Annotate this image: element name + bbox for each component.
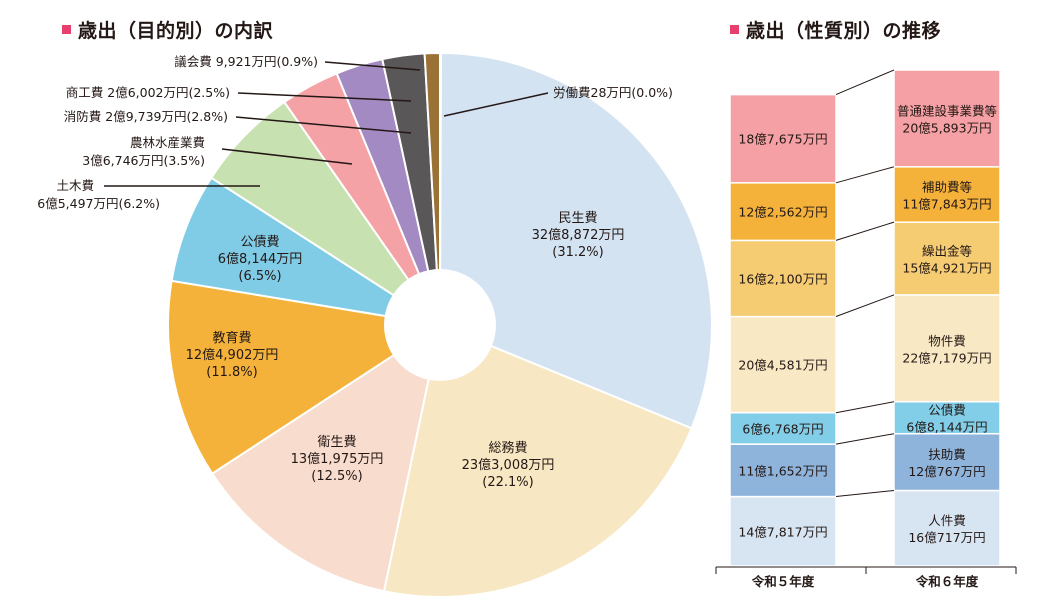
title-marker-icon — [62, 24, 71, 34]
stacked-value-label-1-3: 22億7,179万円 — [902, 350, 991, 365]
stacked-bar-segment-0-5 — [729, 182, 837, 242]
pie-chart-title-text: 歳出（目的別）の内訳 — [78, 19, 274, 42]
stacked-series-name-0: 人件費 — [928, 513, 966, 528]
stacked-bar-segment-1-0 — [893, 489, 1001, 567]
pie-label-percent-1: (22.1%) — [482, 475, 533, 490]
connector-line-1 — [835, 433, 895, 445]
pie-label-percent-3: (11.8%) — [206, 365, 257, 380]
leader-line-6 — [221, 148, 353, 165]
pie-slice-2 — [210, 322, 442, 593]
pie-slice-1 — [382, 323, 693, 599]
pie-outside-label-5: 土木費 — [56, 178, 94, 193]
pie-label-amount-3: 12億4,902万円 — [186, 347, 279, 363]
leader-line-10 — [443, 92, 549, 117]
pie-outside-label-6: 農林水産業費 — [130, 135, 205, 150]
stacked-series-name-2: 公債費 — [928, 403, 966, 418]
stacked-bar-segment-1-2 — [893, 400, 1001, 435]
stacked-chart-title: 歳出（性質別）の推移 — [730, 14, 941, 44]
pie-chart-title: 歳出（目的別）の内訳 — [62, 14, 273, 44]
pie-outside-label-6: 3億6,746万円(3.5%) — [82, 153, 205, 168]
stacked-series-name-6: 普通建設事業費等 — [897, 103, 997, 118]
stacked-bar-segment-0-1 — [729, 443, 837, 498]
stacked-bar-segment-1-3 — [893, 294, 1001, 403]
x-category-label-0: 令和５年度 — [751, 574, 815, 589]
pie-slice-0 — [439, 51, 713, 430]
pie-label-name-3: 教育費 — [212, 330, 251, 346]
stacked-value-label-0-5: 12億2,562万円 — [738, 205, 827, 220]
stacked-bar-segment-1-4 — [893, 221, 1001, 296]
stacked-bar-segment-0-2 — [729, 411, 837, 445]
stacked-value-label-1-4: 15億4,921万円 — [902, 261, 991, 276]
leader-line-9 — [324, 61, 421, 71]
pie-label-name-2: 衛生費 — [317, 435, 356, 450]
stacked-value-label-1-1: 12億767万円 — [908, 464, 985, 479]
stacked-bar-segment-0-3 — [729, 315, 837, 414]
leader-line-8 — [237, 92, 412, 102]
pie-label-amount-1: 23億3,008万円 — [462, 457, 555, 473]
pie-outside-label-10: 労働費28万円(0.0%) — [553, 85, 673, 100]
stacked-value-label-0-1: 11億1,652万円 — [738, 463, 827, 478]
stacked-value-label-1-5: 11億7,843万円 — [902, 196, 991, 211]
pie-slice-3 — [167, 279, 443, 475]
connector-line-0 — [835, 490, 895, 497]
stacked-bar-segment-1-6 — [893, 69, 1001, 168]
pie-label-name-4: 公債費 — [240, 235, 279, 250]
pie-label-name-0: 民生費 — [558, 211, 597, 226]
stacked-value-label-0-0: 14億7,817万円 — [738, 524, 827, 539]
stacked-bar-segment-1-1 — [893, 432, 1001, 492]
stacked-chart-title-text: 歳出（性質別）の推移 — [746, 19, 942, 42]
stacked-value-label-1-6: 20億5,893万円 — [902, 120, 991, 135]
pie-label-percent-4: (6.5%) — [238, 269, 281, 284]
connector-line-6 — [835, 69, 895, 96]
stacked-value-label-1-0: 16億717万円 — [908, 530, 985, 545]
pie-outside-label-7: 消防費 2億9,739万円(2.8%) — [64, 109, 228, 124]
pie-outside-label-8: 商工費 2億6,002万円(2.5%) — [66, 85, 230, 100]
pie-label-amount-0: 32億8,872万円 — [532, 227, 625, 243]
stacked-value-label-0-4: 16億2,100万円 — [738, 271, 827, 286]
pie-outside-label-9: 議会費 9,921万円(0.9%) — [174, 54, 318, 69]
stacked-value-label-0-2: 6億6,768万円 — [742, 421, 823, 436]
pie-label-percent-0: (31.2%) — [552, 245, 603, 260]
pie-label-amount-4: 6億8,144万円 — [218, 251, 303, 267]
title-marker-icon — [730, 24, 739, 34]
stacked-value-label-1-2: 6億8,144万円 — [906, 420, 987, 435]
x-category-label-1: 令和６年度 — [915, 574, 979, 589]
connector-line-5 — [835, 166, 895, 184]
stacked-value-label-0-3: 20億4,581万円 — [738, 358, 827, 373]
connector-line-2 — [835, 401, 895, 414]
leader-line-7 — [235, 116, 412, 134]
stacked-bar-segment-1-5 — [893, 166, 1001, 223]
stacked-series-name-4: 繰出金等 — [922, 244, 972, 259]
stacked-series-name-1: 扶助費 — [928, 447, 966, 462]
pie-label-name-1: 総務費 — [488, 441, 527, 456]
pie-label-amount-2: 13億1,975万円 — [291, 451, 384, 467]
connector-line-4 — [835, 221, 895, 241]
stacked-series-name-3: 物件費 — [928, 333, 966, 348]
stacked-value-label-0-6: 18億7,675万円 — [738, 132, 827, 147]
pie-outside-label-5: 6億5,497万円(6.2%) — [37, 196, 160, 211]
stacked-series-name-5: 補助費等 — [922, 179, 972, 194]
pie-label-percent-2: (12.5%) — [311, 469, 362, 484]
pie-center-hole — [384, 269, 496, 381]
pie-slice-4 — [170, 176, 441, 326]
connector-line-3 — [835, 294, 895, 317]
pie-slice-10 — [439, 51, 443, 326]
stacked-bar-segment-0-6 — [729, 93, 837, 184]
